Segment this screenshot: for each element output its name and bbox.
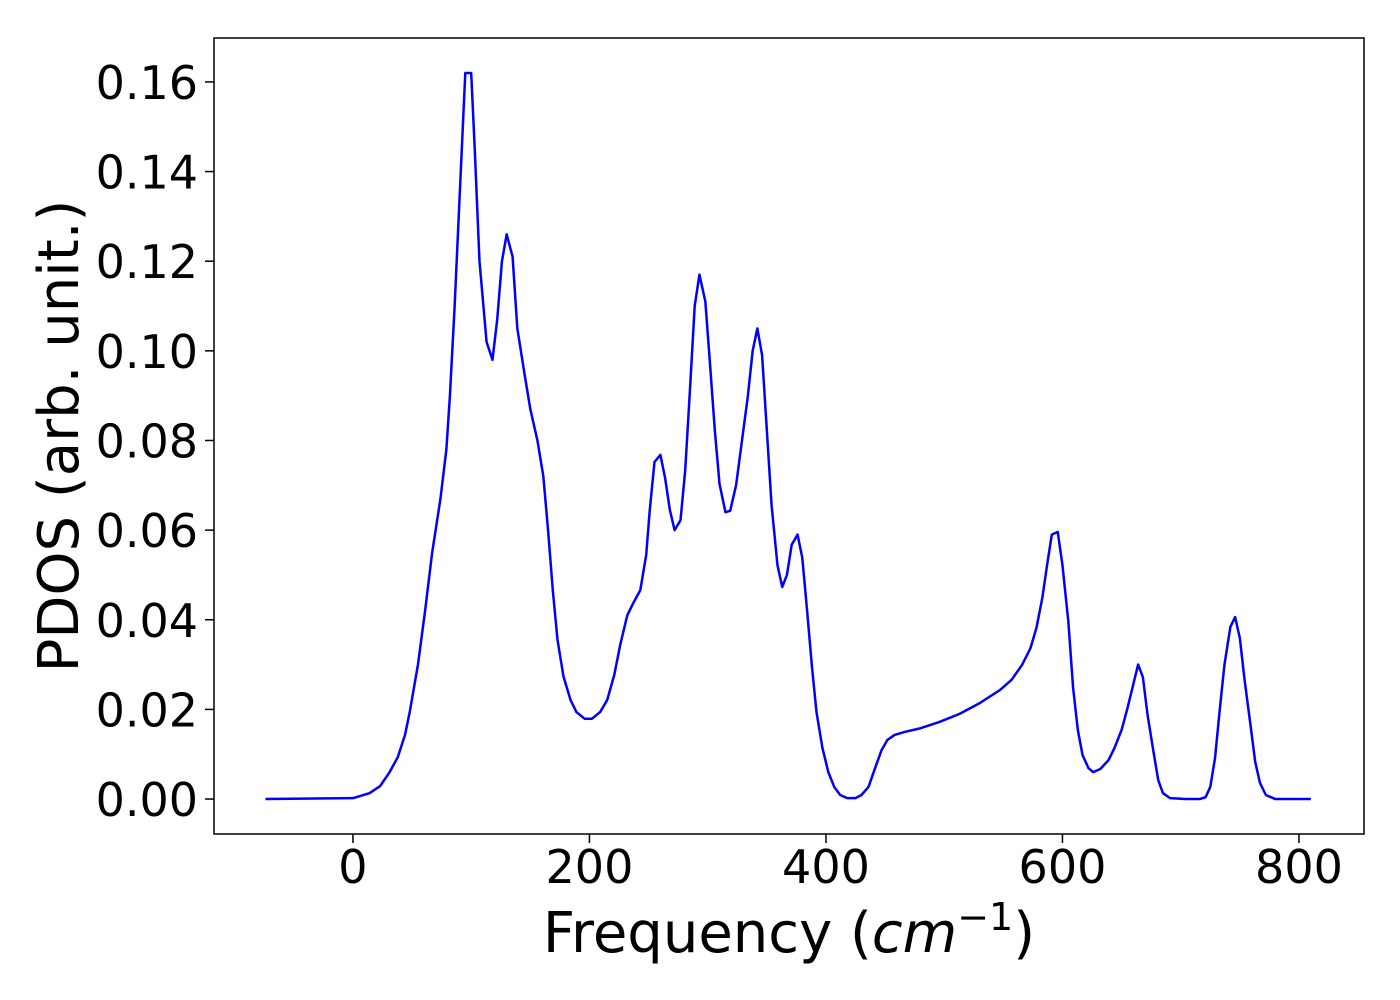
y-tick-label: 0.02 (96, 683, 198, 737)
x-tick-label: 0 (338, 840, 367, 894)
y-tick-label: 0.10 (96, 325, 198, 379)
y-tick-label: 0.14 (96, 146, 198, 200)
x-axis-label: Frequency (cm−1) (543, 895, 1035, 966)
plot-frame (213, 37, 1365, 835)
y-tick-label: 0.06 (96, 504, 198, 558)
y-tick-label: 0.00 (96, 773, 198, 827)
y-tick-label: 0.04 (96, 594, 198, 648)
y-axis-label: PDOS (arb. unit.) (27, 200, 92, 673)
x-tick-label: 800 (1255, 840, 1343, 894)
line (265, 71, 1311, 801)
y-tick-label: 0.16 (96, 56, 198, 110)
x-tick-label: 400 (782, 840, 870, 894)
y-tick-label: 0.08 (96, 414, 198, 468)
x-tick-label: 200 (546, 840, 634, 894)
x-tick-label: 600 (1019, 840, 1107, 894)
y-tick-label: 0.12 (96, 235, 198, 289)
